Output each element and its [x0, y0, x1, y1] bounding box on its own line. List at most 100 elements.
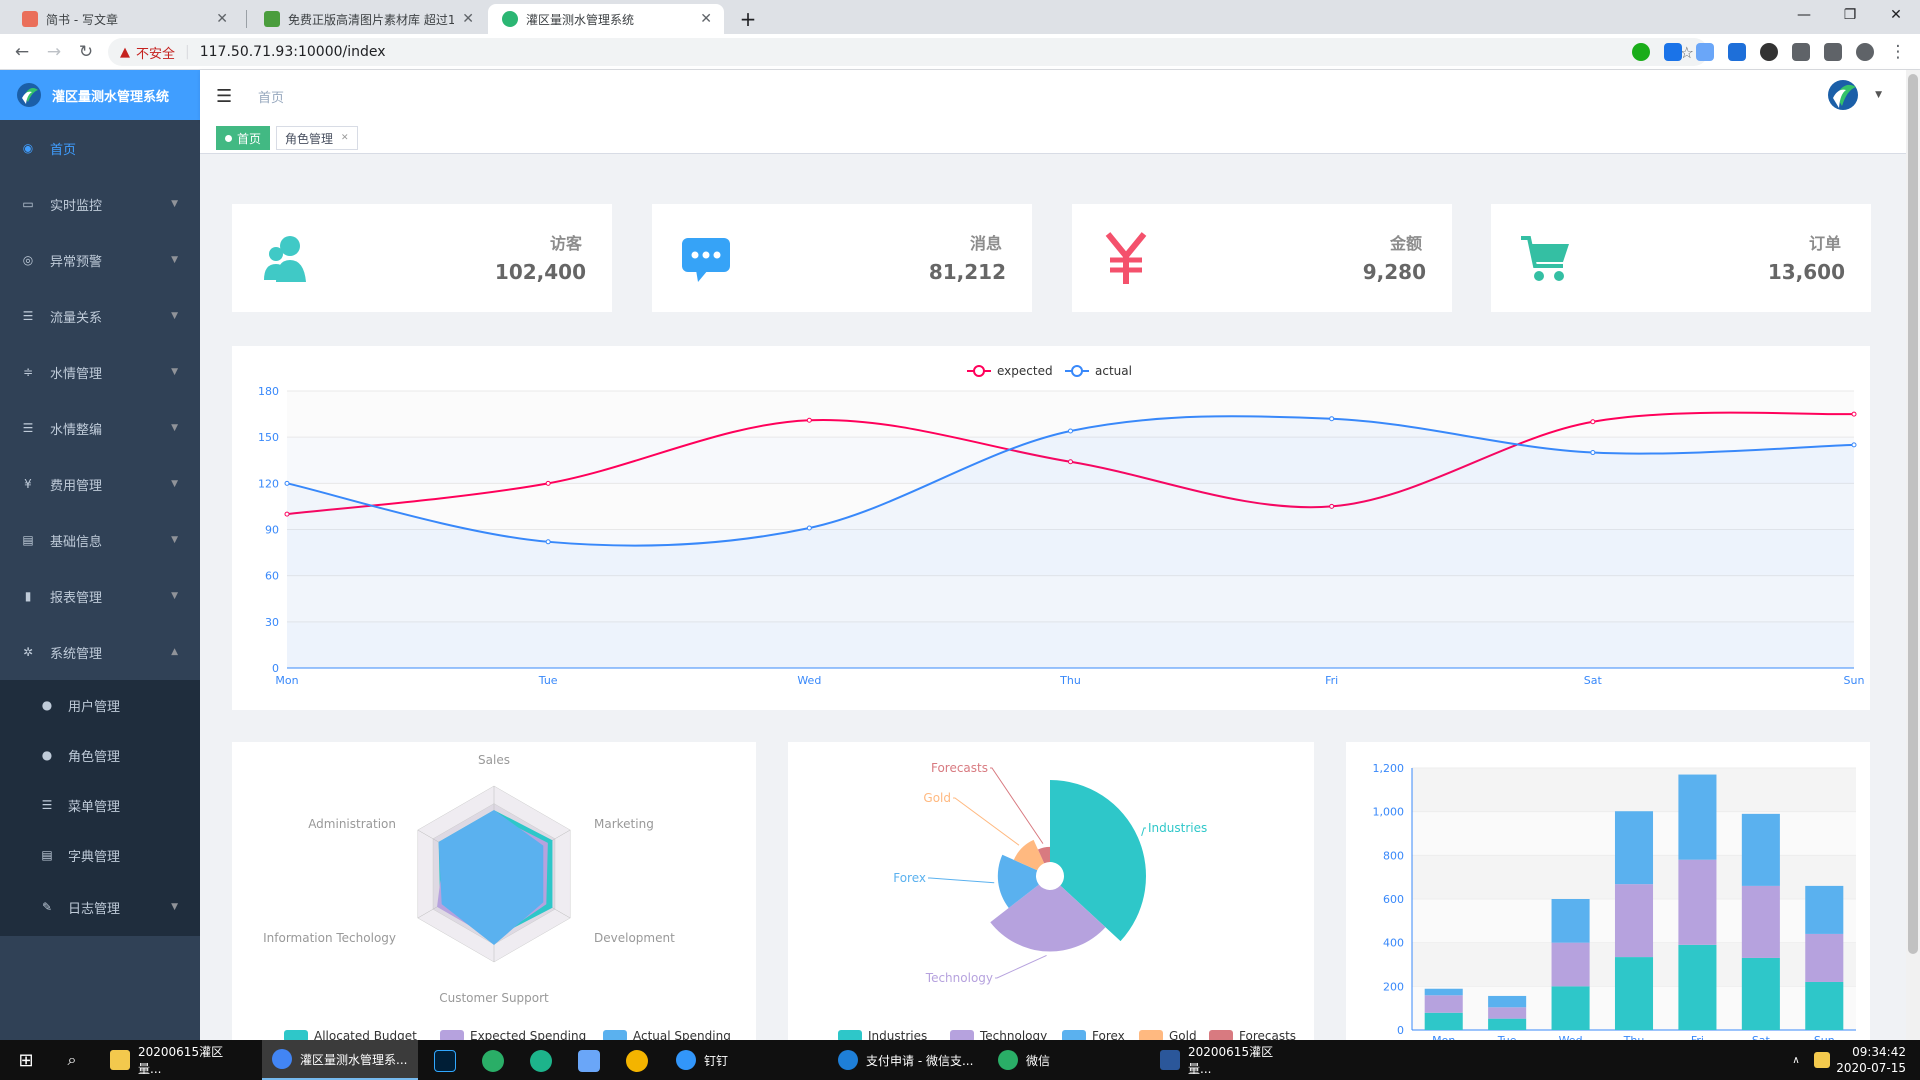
edge-icon [838, 1050, 858, 1070]
stat-card-visitors[interactable]: 访客 102,400 [232, 204, 612, 312]
chevron-down-icon: ▼ [171, 902, 178, 912]
profile-icon[interactable] [1856, 43, 1874, 61]
submenu-item[interactable]: ▤ 字典管理 [0, 830, 200, 880]
extension-bird-icon[interactable] [1696, 43, 1714, 61]
url-text: 117.50.71.93:10000/index [199, 44, 386, 60]
chevron-down-icon: ▼ [171, 591, 178, 601]
stat-card-amount[interactable]: 金额 9,280 [1072, 204, 1452, 312]
legend-item: Forecasts [1209, 1029, 1296, 1043]
bookmark-star-icon[interactable]: ☆ [1679, 42, 1694, 62]
chevron-down-icon: ▼ [171, 479, 178, 489]
chrome-icon [272, 1049, 292, 1069]
jianshu-favicon-icon [22, 11, 38, 27]
bar-segment [1678, 859, 1717, 945]
tray-app-icon[interactable] [1810, 1040, 1834, 1080]
taskbar-item-chrome[interactable]: 灌区量测水管理系... [262, 1040, 418, 1080]
extension-download-icon[interactable] [1728, 43, 1746, 61]
close-tab-icon[interactable]: ✕ [462, 11, 474, 27]
extension-p-icon[interactable] [1664, 43, 1682, 61]
taskbar-item-edge[interactable]: 支付申请 - 微信支... [828, 1040, 984, 1080]
taskbar-item-wechat[interactable]: 微信 [988, 1040, 1144, 1080]
active-dot-icon [225, 134, 232, 142]
windows-start-icon[interactable]: ⊞ [18, 1049, 34, 1071]
legend-item: actual [1065, 364, 1132, 378]
taskbar-item-dingtalk[interactable]: 钉钉 [666, 1040, 816, 1080]
browser-tab-images[interactable]: 免费正版高清图片素材库 超过1.8 ✕ [250, 4, 486, 34]
extension-circle-icon[interactable] [1760, 43, 1778, 61]
sidebar-item[interactable]: ☰ 水情整编 ▼ [0, 400, 200, 456]
stat-card-messages[interactable]: 消息 81,212 [652, 204, 1032, 312]
scrollbar-thumb[interactable] [1908, 74, 1918, 954]
new-tab-icon[interactable]: + [739, 7, 757, 31]
chevron-down-icon: ▼ [171, 199, 178, 209]
close-tab-icon[interactable]: ✕ [700, 11, 712, 27]
legend-marker [973, 365, 985, 377]
back-icon[interactable]: ← [14, 42, 30, 62]
taskbar-item-word[interactable]: 20200615灌区量... [1150, 1040, 1306, 1080]
sidebar-item[interactable]: ▭ 实时监控 ▼ [0, 176, 200, 232]
close-tab-icon[interactable]: ✕ [216, 11, 228, 27]
taskbar-label: 钉钉 [704, 1053, 729, 1068]
x-tick-label: Mon [275, 674, 298, 687]
extension-wechat-icon[interactable] [1632, 43, 1650, 61]
extensions-puzzle-icon[interactable] [1792, 43, 1810, 61]
browser-tab-jianshu[interactable]: 简书 - 写文章 ✕ [8, 4, 240, 34]
browser-tab-strip: 简书 - 写文章 ✕ 免费正版高清图片素材库 超过1.8 ✕ 灌区量测水管理系统… [0, 0, 1920, 34]
sidebar-item[interactable]: ≑ 水情管理 ▼ [0, 344, 200, 400]
sidebar-item[interactable]: ¥ 费用管理 ▼ [0, 456, 200, 512]
pie-label-text: Technology [925, 971, 993, 985]
hamburger-icon[interactable]: ☰ [216, 86, 233, 107]
sidebar-item[interactable]: ◎ 异常预警 ▼ [0, 232, 200, 288]
breadcrumb[interactable]: 首页 [258, 91, 285, 106]
minimize-icon[interactable]: — [1797, 7, 1811, 23]
stat-card-orders[interactable]: 订单 13,600 [1491, 204, 1871, 312]
pie-label-line [1141, 827, 1146, 837]
sidebar-item[interactable]: ✲ 系统管理 ▲ [0, 624, 200, 680]
submenu-item[interactable]: ● 用户管理 [0, 680, 200, 730]
taskbar-clock[interactable]: 09:34:42 2020-07-15 [1836, 1044, 1906, 1076]
forward-icon[interactable]: → [46, 42, 62, 62]
sidebar-item-label: 流量关系 [50, 310, 103, 326]
browser-menu-icon[interactable]: ⋮ [1889, 42, 1907, 62]
key-icon[interactable] [1824, 43, 1842, 61]
submenu-item[interactable]: ☰ 菜单管理 [0, 780, 200, 830]
address-bar[interactable]: ▲ 不安全 | 117.50.71.93:10000/index ☆ [108, 38, 1708, 66]
search-icon[interactable]: ⌕ [67, 1050, 77, 1069]
sidebar-item[interactable]: ▮ 报表管理 ▼ [0, 568, 200, 624]
sidebar-item[interactable]: ▤ 基础信息 ▼ [0, 512, 200, 568]
warning-icon: ▲ [120, 44, 130, 60]
pie-slice [1013, 839, 1045, 871]
browser-tab-active[interactable]: 灌区量测水管理系统 ✕ [488, 4, 724, 34]
restore-icon[interactable]: ❐ [1843, 7, 1857, 23]
sidebar-item[interactable]: ◉ 首页 [0, 120, 200, 176]
browser-app-icon[interactable] [530, 1050, 552, 1072]
split-area [287, 483, 1854, 530]
legend-item: Allocated Budget [284, 1029, 417, 1043]
close-window-icon[interactable]: ✕ [1890, 7, 1902, 23]
submenu-item[interactable]: ✎ 日志管理 ▼ [0, 882, 200, 932]
split-area [287, 621, 1854, 668]
chrome-app-icon[interactable] [626, 1050, 648, 1072]
photoshop-icon[interactable] [434, 1050, 456, 1072]
data-point [1590, 450, 1596, 456]
bar-segment [1551, 899, 1590, 943]
page-scrollbar[interactable] [1906, 70, 1920, 1040]
bar-segment [1488, 1007, 1527, 1019]
avatar[interactable] [1826, 78, 1862, 112]
browser-toolbar: ← → ↻ ▲ 不安全 | 117.50.71.93:10000/index ☆… [0, 34, 1920, 70]
stat-label: 金额 [1389, 234, 1422, 253]
close-tag-icon[interactable]: ✕ [341, 133, 349, 143]
tag-home[interactable]: 首页 [216, 126, 271, 150]
brand-header[interactable]: 灌区量测水管理系统 [0, 70, 200, 120]
submenu-item[interactable]: ● 角色管理 [0, 730, 200, 780]
tray-expand-icon[interactable]: ∧ [1792, 1054, 1800, 1066]
tag-role-management[interactable]: 角色管理 ✕ [276, 126, 358, 150]
sidebar-item[interactable]: ☰ 流量关系 ▼ [0, 288, 200, 344]
tab-title: 简书 - 写文章 [46, 12, 118, 27]
taskbar-item-folder[interactable]: 20200615灌区量... [100, 1040, 256, 1080]
pie-label-line [928, 877, 995, 884]
reload-icon[interactable]: ↻ [78, 42, 94, 62]
green-app-icon[interactable] [482, 1050, 504, 1072]
bird-app-icon[interactable] [578, 1050, 600, 1072]
caret-down-icon[interactable]: ▼ [1875, 90, 1882, 100]
